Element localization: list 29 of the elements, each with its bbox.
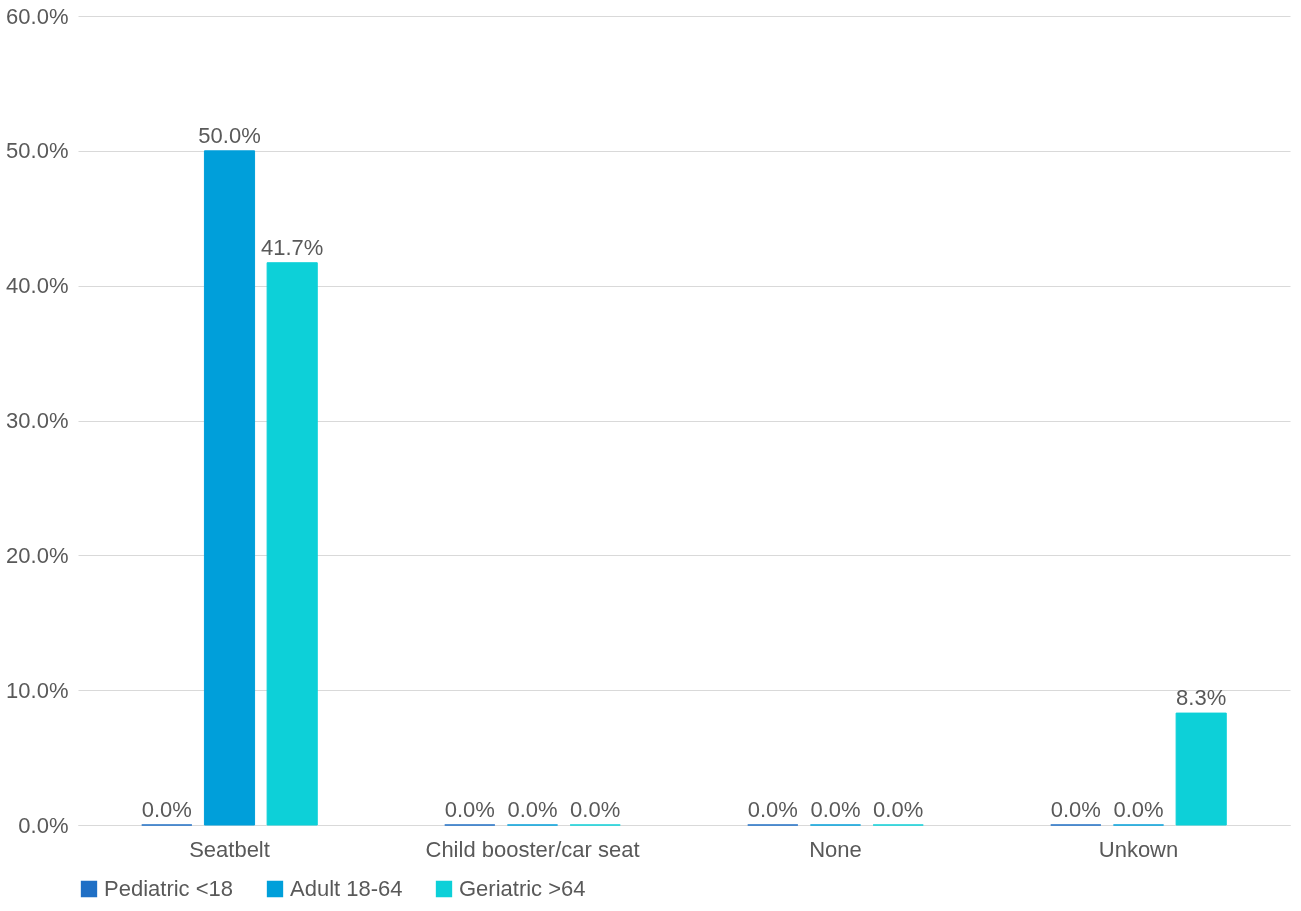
bar [1175, 712, 1227, 826]
x-tick-label: Seatbelt [189, 836, 270, 862]
legend-label: Adult 18-64 [290, 876, 403, 901]
y-tick-label: 50.0% [6, 138, 69, 164]
legend-label: Pediatric <18 [104, 876, 234, 901]
x-tick-label: Unkown [1098, 836, 1179, 862]
y-tick-label: 20.0% [6, 542, 69, 568]
x-tick-label: None [809, 836, 862, 862]
y-tick-label: 0.0% [18, 812, 69, 838]
x-tick-label: Child booster/car seat [425, 836, 640, 862]
y-tick-label: 10.0% [6, 677, 69, 703]
data-label: 0.0% [873, 797, 924, 822]
data-label: 0.0% [1113, 797, 1164, 822]
data-label: 0.0% [747, 797, 798, 822]
data-label: 0.0% [1050, 797, 1101, 822]
data-label: 0.0% [444, 797, 495, 822]
y-tick-label: 30.0% [6, 408, 69, 433]
y-tick-label: 40.0% [6, 273, 69, 299]
data-label: 8.3% [1176, 685, 1227, 711]
data-label: 0.0% [570, 797, 621, 822]
data-label: 0.0% [141, 797, 192, 822]
y-tick-label: 60.0% [6, 3, 69, 29]
bar [266, 262, 318, 826]
data-label: 0.0% [810, 797, 861, 822]
data-label: 0.0% [507, 797, 558, 822]
bar [203, 150, 256, 826]
legend-label: Geriatric >64 [459, 876, 586, 901]
data-label: 41.7% [260, 234, 324, 260]
data-label: 50.0% [198, 122, 261, 148]
